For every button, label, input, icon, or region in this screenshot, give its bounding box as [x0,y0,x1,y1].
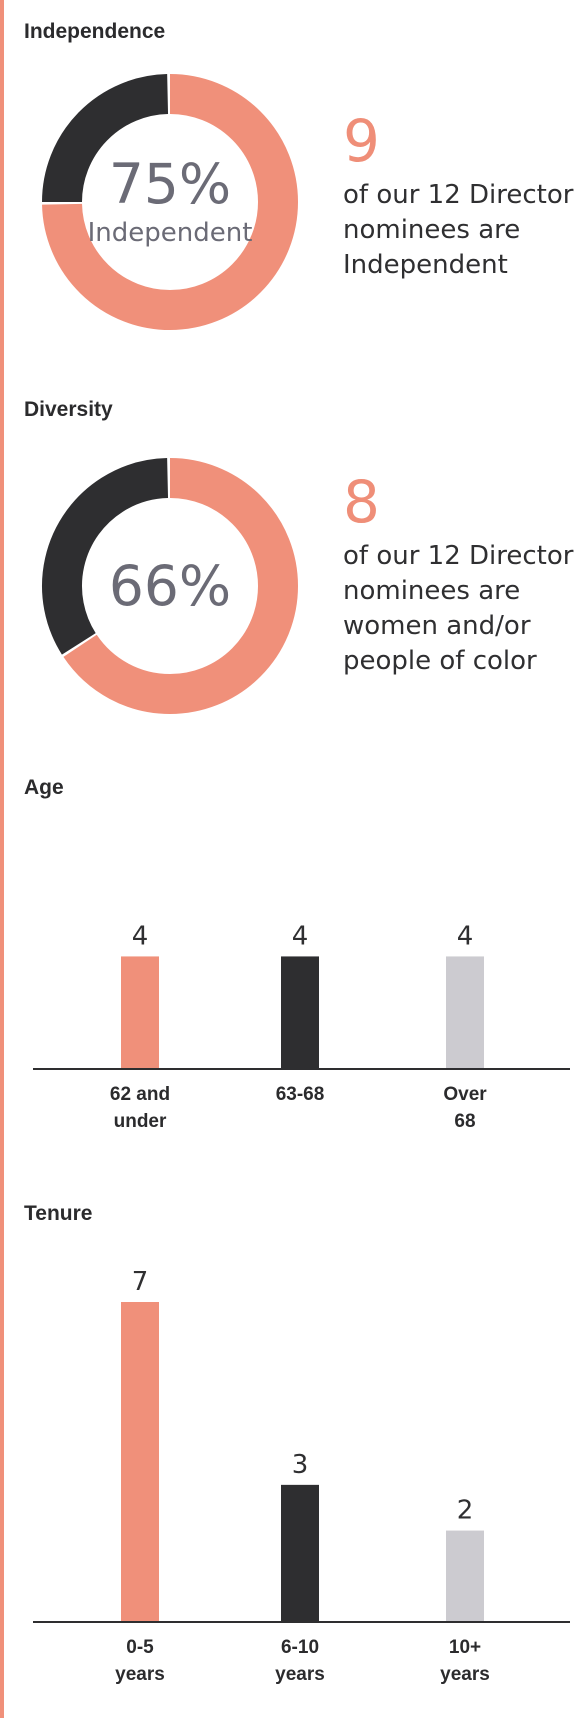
bar-value-label: 4 [292,921,309,951]
bar-3 [446,956,484,1069]
age-title: Age [24,776,64,799]
diversity-stat: 8 of our 12 Director nominees are women … [343,473,582,679]
diversity-donut: 66% [30,446,310,726]
tenure-chart-svg: 7 3 2 [33,1267,570,1623]
independence-sub-label: Independent [87,217,253,248]
diversity-stat-text: of our 12 Director nominees are women an… [343,541,574,676]
bar-1 [121,1302,159,1622]
independence-stat-number: 9 [343,107,380,175]
diversity-title: Diversity [24,398,113,421]
age-chart-svg: 4 4 4 [33,921,570,1070]
bar-value-label: 3 [292,1450,309,1480]
category-label: Over 68 [443,1084,487,1132]
tenure-bar-chart: 7 3 2 0-5 years 6-10 years 10+ years [0,1250,582,1690]
independence-stat-text: of our 12 Director nominees are Independ… [343,180,574,280]
category-label: 6-10 years [275,1637,325,1685]
diversity-stat-number: 8 [343,468,380,536]
independence-donut-svg [42,74,298,330]
bar-3 [446,1530,484,1622]
donut-accent-segment [42,74,298,330]
diversity-donut-svg [42,458,298,714]
donut-center: 66% [30,446,310,726]
bar-2 [281,1484,319,1622]
independence-stat: 9 of our 12 Director nominees are Indepe… [343,112,582,283]
bar-value-label: 4 [457,921,474,951]
independence-donut: 75% Independent [30,62,310,342]
category-label: 10+ years [440,1637,490,1685]
bar-1 [121,956,159,1069]
donut-accent-segment [42,458,298,714]
bar-2 [281,956,319,1069]
independence-percent: 75% [108,151,232,216]
category-label: 0-5 years [115,1637,165,1685]
independence-title: Independence [24,20,166,43]
bar-value-label: 7 [132,1267,149,1297]
age-bar-chart: 4 4 4 62 and under 63-68 Over 68 [0,820,582,1150]
category-label: 62 and under [109,1084,171,1132]
bar-value-label: 2 [457,1496,474,1526]
donut-center: 75% Independent [30,62,310,342]
donut-dark-segment [42,458,298,714]
donut-dark-segment [42,74,298,330]
diversity-percent: 66% [108,553,232,618]
tenure-title: Tenure [24,1202,93,1225]
bar-value-label: 4 [132,921,149,951]
accent-rule [0,0,4,1718]
category-label: 63-68 [275,1084,325,1105]
